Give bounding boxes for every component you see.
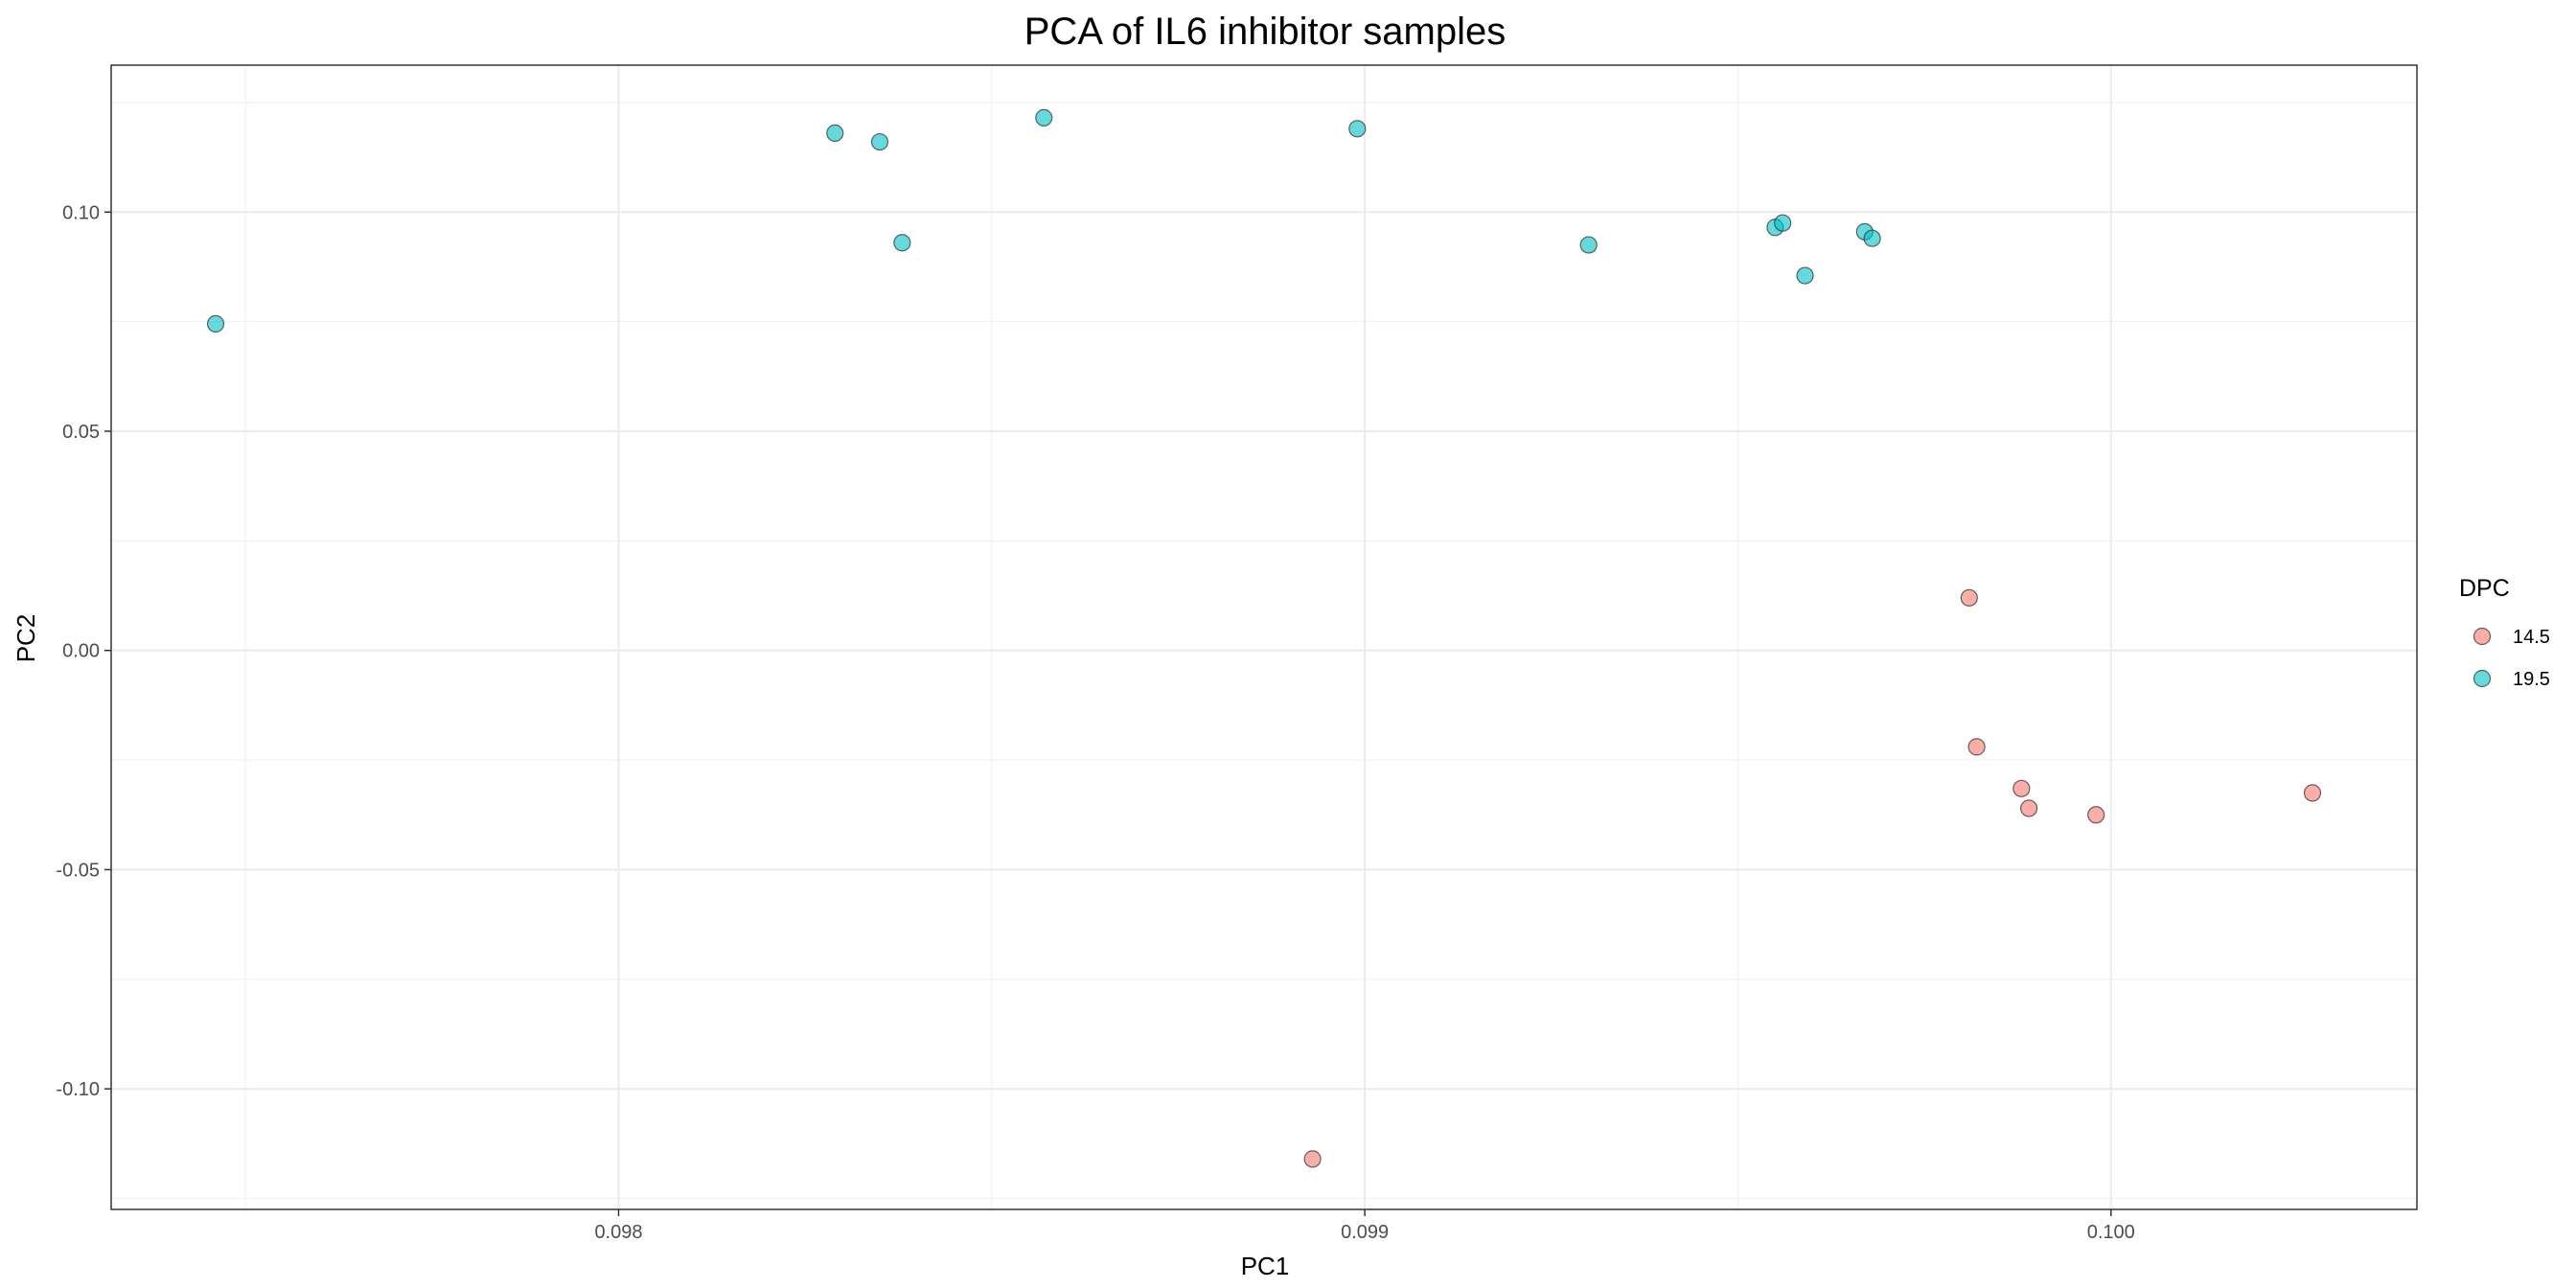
y-tick-label: -0.10 <box>56 1079 100 1100</box>
data-point-19.5 <box>893 234 911 252</box>
data-point-14.5 <box>2087 806 2105 824</box>
x-tick-label: 0.100 <box>2087 1222 2135 1243</box>
plot-panel-border <box>110 64 2418 1210</box>
y-axis-ticks: -0.10 -0.05 0.00 0.05 0.10 <box>56 202 111 1100</box>
data-point-14.5 <box>1967 738 1986 756</box>
y-tick-label: -0.05 <box>56 860 100 881</box>
data-point-19.5 <box>1579 236 1598 254</box>
data-point-14.5 <box>1960 588 1978 607</box>
legend-key-19.5 <box>2472 669 2492 688</box>
data-point-14.5 <box>1303 1150 1322 1168</box>
data-point-14.5 <box>2012 779 2031 797</box>
data-point-14.5 <box>2020 799 2038 817</box>
legend-key-14.5 <box>2472 627 2492 646</box>
y-tick-label: 0.10 <box>62 202 100 223</box>
y-tick-label: 0.00 <box>62 641 100 662</box>
legend-items: 14.5 19.5 <box>2472 627 2550 690</box>
x-tick-label: 0.098 <box>594 1222 642 1243</box>
data-point-19.5 <box>826 124 844 143</box>
scatter-points <box>206 108 2322 1168</box>
legend-label-19.5: 19.5 <box>2513 669 2550 690</box>
x-axis-ticks: 0.098 0.099 0.100 <box>594 1209 2135 1243</box>
data-point-19.5 <box>206 314 225 334</box>
legend-title: DPC <box>2459 575 2510 602</box>
y-axis-title: PC2 <box>12 614 40 663</box>
legend-label-14.5: 14.5 <box>2513 627 2550 648</box>
data-point-19.5 <box>870 132 889 151</box>
data-point-19.5 <box>1348 120 1367 138</box>
data-point-19.5 <box>1774 214 1792 232</box>
x-axis-title: PC1 <box>1241 1252 1290 1280</box>
chart-title: PCA of IL6 inhibitor samples <box>1024 11 1506 53</box>
data-point-19.5 <box>1863 229 1881 247</box>
y-tick-label: 0.05 <box>62 422 100 443</box>
legend: DPC 14.5 19.5 <box>2459 575 2550 690</box>
grid-lines <box>111 65 2417 1209</box>
data-point-19.5 <box>1796 266 1814 285</box>
data-point-19.5 <box>1035 108 1053 126</box>
x-tick-label: 0.099 <box>1341 1222 1389 1243</box>
data-point-14.5 <box>2303 784 2322 802</box>
